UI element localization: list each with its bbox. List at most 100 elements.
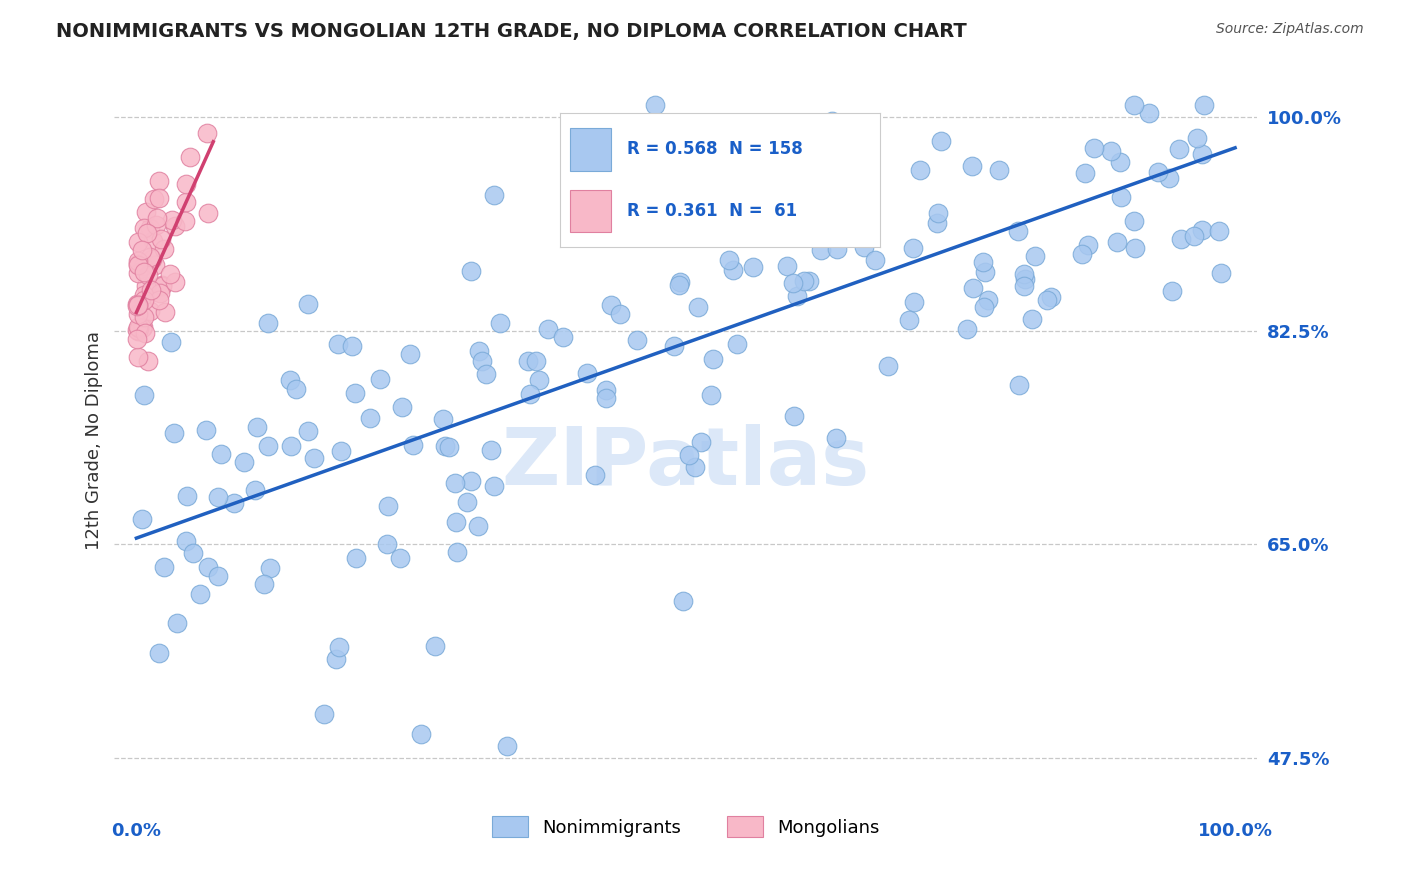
Point <box>195 423 218 437</box>
Point <box>1170 232 1192 246</box>
Point <box>222 495 245 509</box>
Point <box>467 519 489 533</box>
Point <box>162 213 184 227</box>
Point <box>527 374 550 388</box>
Point <box>794 163 817 178</box>
Point <box>174 534 197 549</box>
Point <box>297 424 319 438</box>
Point <box>460 264 482 278</box>
Point <box>686 300 709 314</box>
Point <box>257 316 280 330</box>
Point <box>1137 105 1160 120</box>
Point <box>391 400 413 414</box>
Point <box>1125 241 1147 255</box>
Point <box>197 559 219 574</box>
Point <box>127 298 149 312</box>
Point <box>127 307 149 321</box>
Point <box>669 276 692 290</box>
Point <box>328 640 350 655</box>
Point <box>153 243 176 257</box>
Point <box>136 268 159 283</box>
Y-axis label: 12th Grade, No Diploma: 12th Grade, No Diploma <box>86 331 103 550</box>
Point <box>972 255 994 269</box>
Point <box>644 98 666 112</box>
Point <box>132 259 155 273</box>
Point <box>742 260 765 275</box>
Point <box>793 274 815 288</box>
Point <box>783 409 806 423</box>
Point <box>962 159 984 173</box>
Point <box>388 551 411 566</box>
Point <box>517 353 540 368</box>
Point <box>1014 272 1036 286</box>
Point <box>446 544 468 558</box>
Point <box>973 265 995 279</box>
Point <box>141 252 163 267</box>
Point <box>256 439 278 453</box>
Point <box>145 211 167 226</box>
Point <box>456 495 478 509</box>
Point <box>280 439 302 453</box>
Point <box>810 244 832 258</box>
Point <box>125 297 148 311</box>
Point <box>145 218 167 232</box>
Point <box>583 468 606 483</box>
Point <box>142 234 165 248</box>
Point <box>127 257 149 271</box>
Point <box>409 727 432 741</box>
Point <box>179 150 201 164</box>
Point <box>1109 190 1132 204</box>
Point <box>134 293 156 308</box>
Point <box>132 221 155 235</box>
Point <box>127 258 149 272</box>
Point <box>127 235 149 250</box>
Point <box>1014 268 1036 282</box>
Point <box>165 275 187 289</box>
Point <box>626 333 648 347</box>
Point <box>232 455 254 469</box>
Point <box>482 188 505 202</box>
Point <box>135 226 157 240</box>
Point <box>127 254 149 268</box>
Point <box>125 333 148 347</box>
Point <box>148 174 170 188</box>
Point <box>962 281 984 295</box>
Point <box>434 439 457 453</box>
Point <box>165 219 187 233</box>
Point <box>1036 293 1059 307</box>
Point <box>1182 229 1205 244</box>
Point <box>148 646 170 660</box>
Point <box>1040 290 1063 304</box>
Point <box>131 512 153 526</box>
Point <box>297 296 319 310</box>
Point <box>1077 238 1099 252</box>
Point <box>537 322 560 336</box>
Point <box>1209 266 1232 280</box>
Point <box>927 216 949 230</box>
Point <box>825 242 848 256</box>
Point <box>821 114 844 128</box>
Point <box>1187 131 1209 145</box>
Point <box>446 515 468 529</box>
Point <box>143 258 166 272</box>
Point <box>481 443 503 458</box>
Point <box>776 259 799 273</box>
Point <box>402 437 425 451</box>
Point <box>863 252 886 267</box>
Point <box>148 191 170 205</box>
Point <box>683 460 706 475</box>
Point <box>1108 154 1130 169</box>
Point <box>139 221 162 235</box>
Point <box>1192 98 1215 112</box>
Point <box>150 279 173 293</box>
Point <box>717 253 740 268</box>
Point <box>1191 147 1213 161</box>
Point <box>1161 284 1184 298</box>
Point <box>853 240 876 254</box>
Point <box>131 321 153 335</box>
Text: NONIMMIGRANTS VS MONGOLIAN 12TH GRADE, NO DIPLOMA CORRELATION CHART: NONIMMIGRANTS VS MONGOLIAN 12TH GRADE, N… <box>56 22 967 41</box>
Point <box>595 391 617 405</box>
Point <box>524 354 547 368</box>
Point <box>988 162 1011 177</box>
Point <box>439 440 461 454</box>
